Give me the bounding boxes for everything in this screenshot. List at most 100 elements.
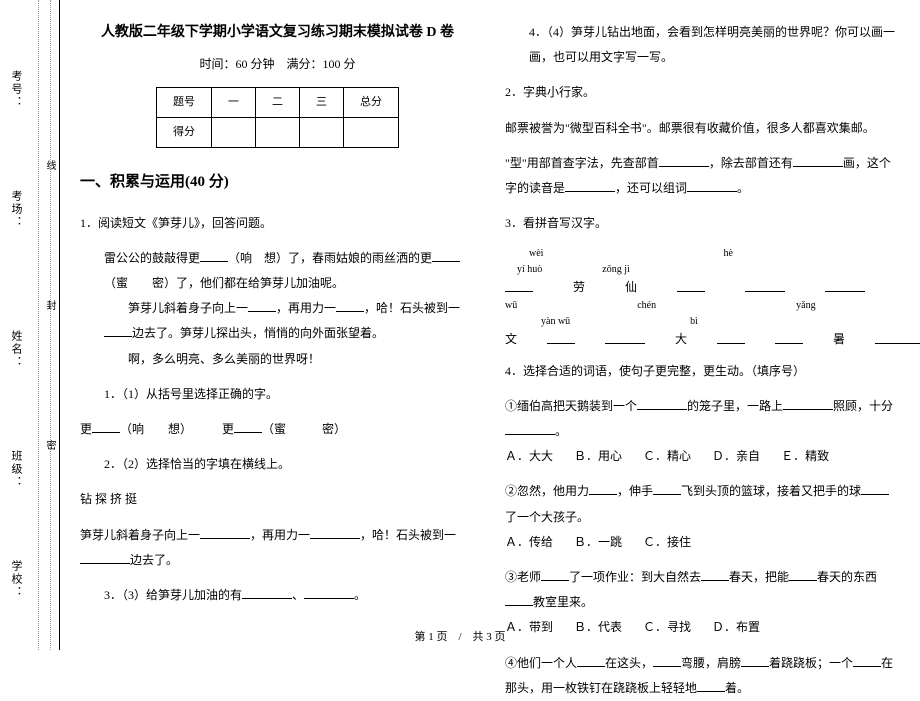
blank[interactable] <box>825 278 865 292</box>
blank[interactable] <box>793 153 843 167</box>
opt: Ｃ．接住 <box>643 530 691 555</box>
q4-i4: ④他们一个人在这头，弯腰，肩膀着跷跷板；一个在那头，用一枚铁钉在跷跷板上轻轻地着… <box>505 651 900 701</box>
seal-text-mi: 密 <box>42 440 57 456</box>
th-total: 总分 <box>344 88 399 118</box>
txt: ①缅伯高把天鹅装到一个 <box>505 399 637 413</box>
blank[interactable] <box>505 592 533 606</box>
blank[interactable] <box>653 653 681 667</box>
q1-sub4: 4．（4）笋芽儿钻出地面，会看到怎样明亮美丽的世界呢？你可以画一画，也可以用文字… <box>505 20 900 70</box>
blank[interactable] <box>234 419 262 433</box>
q1-p2b: ，再用力一 <box>276 301 336 315</box>
blank[interactable] <box>677 278 705 292</box>
txt: ②忽然，他用力 <box>505 484 589 498</box>
q1-passage: 雷公公的鼓敲得更（响 想）了，春雨姑娘的雨丝洒的更（蜜 密）了，他们都在给笋芽儿… <box>80 246 475 372</box>
q3-pinyin-block: wèi hè yí huò zōng jì 劳 仙 wū chén yǎng y… <box>505 246 900 348</box>
blank[interactable] <box>701 567 729 581</box>
opt: Ｄ．亲自 <box>712 444 760 469</box>
binding-edge: 考号： 考场： 姓名： 班级： 学校： 线 封 密 <box>0 0 60 650</box>
td-3[interactable] <box>300 118 344 148</box>
q1-p1c: （蜜 密）了，他们都在给笋芽儿加油呢。 <box>104 276 344 290</box>
binding-label-xuexiao: 学校： <box>8 560 24 599</box>
txt: 、 <box>292 588 304 602</box>
table-row-score: 得分 <box>157 118 399 148</box>
th-2: 二 <box>256 88 300 118</box>
txt: ，再用力一 <box>250 528 310 542</box>
hz: 大 <box>675 330 687 349</box>
opt: Ｅ．精致 <box>781 444 829 469</box>
blank[interactable] <box>741 653 769 667</box>
opt: Ｃ．精心 <box>643 444 691 469</box>
txt: （响 想） 更 <box>120 422 234 436</box>
blank[interactable] <box>336 298 364 312</box>
q1-sub2: 2．（2）选择恰当的字填在横线上。 <box>80 452 475 477</box>
txt: 。 <box>354 588 366 602</box>
th-label: 题号 <box>157 88 212 118</box>
exam-subtitle: 时间：60 分钟 满分：100 分 <box>80 53 475 76</box>
blank[interactable] <box>853 653 881 667</box>
blank[interactable] <box>505 421 555 435</box>
txt: 在这头， <box>605 656 653 670</box>
blank[interactable] <box>717 330 745 344</box>
txt: 。 <box>737 181 749 195</box>
blank[interactable] <box>577 653 605 667</box>
binding-label-kaochang: 考场： <box>8 190 24 229</box>
txt: 了一个大孩子。 <box>505 510 589 524</box>
opt: Ａ．大大 <box>505 444 553 469</box>
blank[interactable] <box>505 278 533 292</box>
blank[interactable] <box>104 323 132 337</box>
td-1[interactable] <box>212 118 256 148</box>
q1-sub2-line: 笋芽儿斜着身子向上一，再用力一，哈！石头被到一边去了。 <box>80 523 475 573</box>
blank[interactable] <box>92 419 120 433</box>
hz: 文 <box>505 330 517 349</box>
py: zōng jì <box>602 262 630 278</box>
blank[interactable] <box>775 330 803 344</box>
blank[interactable] <box>637 396 687 410</box>
opt: Ｂ．一跳 <box>574 530 622 555</box>
blank[interactable] <box>589 481 617 495</box>
blank[interactable] <box>875 330 920 344</box>
blank[interactable] <box>789 567 817 581</box>
exam-title: 人教版二年级下学期小学语文复习练习期末模拟试卷 D 卷 <box>80 20 475 47</box>
q2-p1: 邮票被誉为"微型百科全书"。邮票很有收藏价值，很多人都喜欢集邮。 <box>505 116 900 141</box>
page-footer: 第 1 页 / 共 3 页 <box>0 628 920 644</box>
txt: 了一项作业：到大自然去 <box>569 570 701 584</box>
blank[interactable] <box>653 481 681 495</box>
txt: 教室里来。 <box>533 595 593 609</box>
blank[interactable] <box>242 585 292 599</box>
blank[interactable] <box>697 678 725 692</box>
blank[interactable] <box>304 585 354 599</box>
blank[interactable] <box>783 396 833 410</box>
blank[interactable] <box>80 550 130 564</box>
td-2[interactable] <box>256 118 300 148</box>
binding-label-xingming: 姓名： <box>8 330 24 369</box>
txt: ，哈！石头被到一 <box>360 528 456 542</box>
txt: 的笼子里，一路上 <box>687 399 783 413</box>
q4-i1: ①缅伯高把天鹅装到一个的笼子里，一路上照顾，十分。 Ａ．大大 Ｂ．用心 Ｃ．精心… <box>505 394 900 470</box>
blank[interactable] <box>200 525 250 539</box>
blank[interactable] <box>432 248 460 262</box>
blank[interactable] <box>605 330 645 344</box>
blank[interactable] <box>861 481 889 495</box>
blank[interactable] <box>745 278 785 292</box>
blank[interactable] <box>541 567 569 581</box>
th-1: 一 <box>212 88 256 118</box>
blank[interactable] <box>200 248 228 262</box>
blank[interactable] <box>565 178 615 192</box>
blank[interactable] <box>310 525 360 539</box>
score-table: 题号 一 二 三 总分 得分 <box>156 87 399 148</box>
left-column: 人教版二年级下学期小学语文复习练习期末模拟试卷 D 卷 时间：60 分钟 满分：… <box>80 20 475 620</box>
txt: "型"用部首查字法，先查部首 <box>505 156 659 170</box>
blank[interactable] <box>687 178 737 192</box>
blank[interactable] <box>659 153 709 167</box>
hz: 暑 <box>833 330 845 349</box>
txt: 春天的东西 <box>817 570 877 584</box>
txt: ，还可以组词 <box>615 181 687 195</box>
txt: 春天，把能 <box>729 570 789 584</box>
blank[interactable] <box>547 330 575 344</box>
txt: ，伸手 <box>617 484 653 498</box>
blank[interactable] <box>248 298 276 312</box>
dotted-line <box>38 0 39 650</box>
td-total[interactable] <box>344 118 399 148</box>
q1-p2a: 笋芽儿斜着身子向上一 <box>104 301 248 315</box>
txt: ，除去部首还有 <box>709 156 793 170</box>
